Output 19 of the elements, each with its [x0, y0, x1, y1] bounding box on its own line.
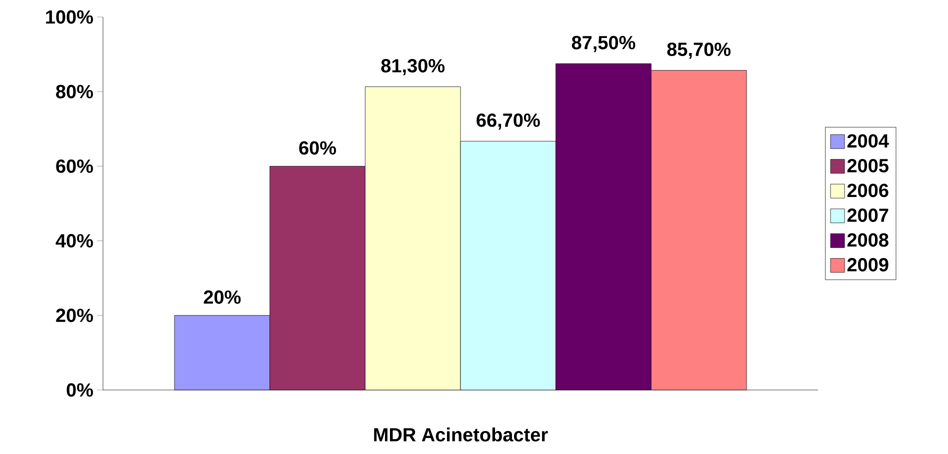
y-tick-label: 60% — [56, 159, 93, 173]
x-tick-label: MDR Acinetobacter — [374, 428, 548, 442]
data-label: 66,70% — [476, 113, 540, 130]
data-label: 81,30% — [381, 59, 445, 76]
legend-label: 2008 — [847, 233, 888, 247]
legend-label: 2009 — [847, 258, 888, 272]
legend-label: 2004 — [847, 134, 889, 148]
data-label: 60% — [299, 141, 336, 155]
legend-label: 2005 — [847, 158, 888, 172]
y-tick-label: 0% — [66, 383, 93, 397]
y-tick-label: 20% — [56, 308, 93, 322]
data-label: 87,50% — [572, 36, 636, 52]
y-tick-label: 100% — [46, 10, 93, 24]
y-tick-label: 40% — [56, 234, 93, 248]
y-tick-label: 80% — [56, 84, 93, 98]
legend-label: 2007 — [847, 208, 888, 222]
legend-label: 2006 — [847, 184, 888, 198]
data-label: 20% — [204, 290, 241, 304]
data-label: 85,70% — [667, 42, 731, 59]
